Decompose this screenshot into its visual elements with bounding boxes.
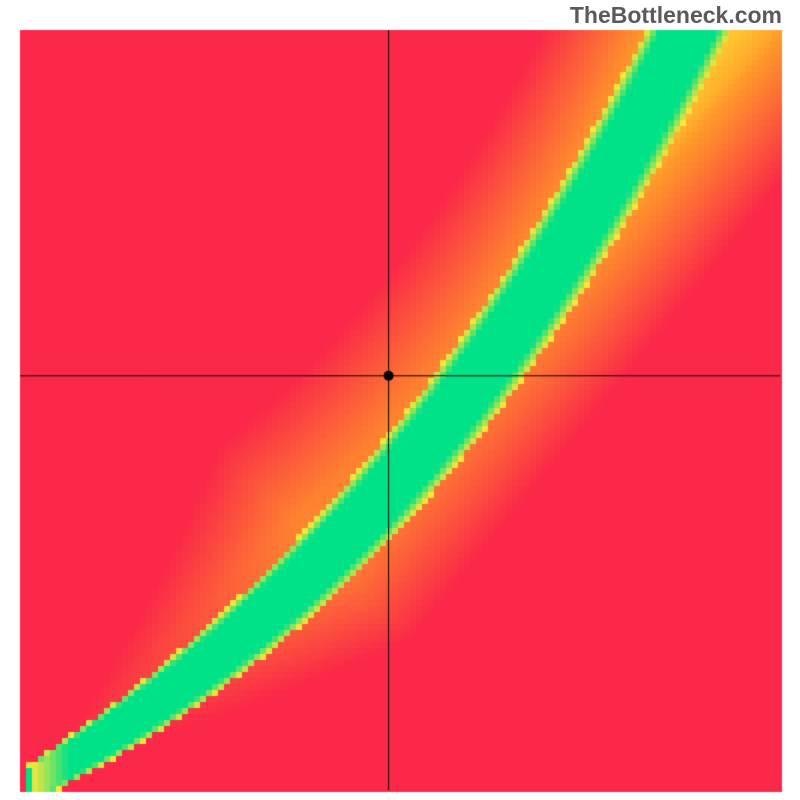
chart-container: TheBottleneck.com bbox=[0, 0, 800, 800]
heatmap-canvas bbox=[0, 0, 800, 800]
watermark-text: TheBottleneck.com bbox=[570, 2, 782, 29]
